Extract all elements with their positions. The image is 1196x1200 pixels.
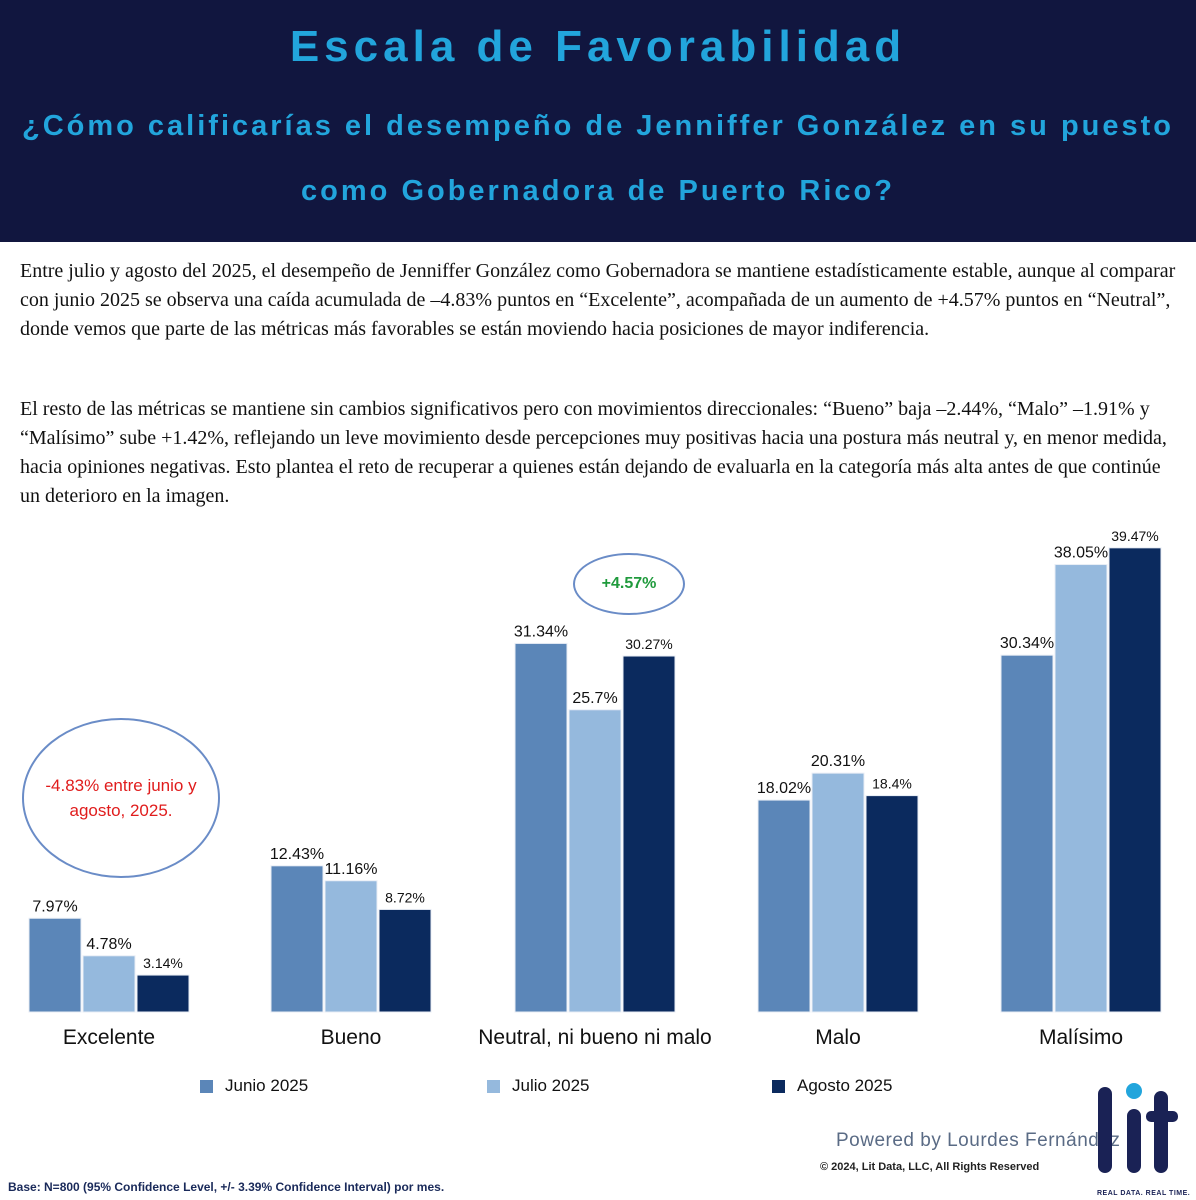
legend-swatch-julio [487,1079,500,1093]
data-label-4-1: 38.05% [1054,545,1108,562]
question-line-2: como Gobernadora de Puerto Rico? [301,175,895,207]
data-label-1-1: 11.16% [324,861,377,878]
data-label-1-0: 12.43% [270,846,324,863]
category-label-0: Excelente [63,1026,155,1049]
category-label-1: Bueno [321,1026,382,1049]
summary-paragraph-1: Entre julio y agosto del 2025, el desemp… [20,260,1176,340]
bar-0-0 [28,917,82,1013]
excelente-change-annotation: -4.83% entre junio y agosto, 2025. [22,718,220,878]
powered-by-text: Powered by Lourdes Fernández [836,1130,1121,1151]
data-label-0-2: 3.14% [143,955,183,971]
data-label-4-0: 30.34% [1000,635,1054,652]
legend-item-junio: Junio 2025 [200,1076,308,1096]
neutral-change-annotation: +4.57% [573,553,685,615]
data-label-2-1: 25.7% [572,690,617,707]
bar-1-1 [324,880,378,1013]
data-label-2-2: 30.27% [625,636,672,652]
base-note: Base: N=800 (95% Confidence Level, +/- 3… [8,1180,445,1194]
bar-1-0 [270,865,324,1013]
data-label-2-0: 31.34% [514,623,568,640]
data-label-3-0: 18.02% [757,780,811,797]
bar-0-1 [82,955,136,1013]
bar-4-1 [1054,564,1108,1013]
legend-swatch-agosto [772,1079,785,1093]
data-label-3-2: 18.4% [872,776,912,792]
bar-1-2 [378,908,432,1013]
data-label-1-2: 8.72% [385,889,425,905]
data-label-3-1: 20.31% [811,753,865,770]
bar-4-2 [1108,547,1162,1013]
data-label-0-1: 4.78% [86,936,131,953]
bar-3-0 [757,799,811,1013]
bar-3-2 [865,795,919,1013]
category-label-2: Neutral, ni bueno ni malo [478,1026,711,1049]
bar-2-1 [568,709,622,1013]
data-label-4-2: 39.47% [1111,528,1158,544]
legend-label-junio: Junio 2025 [225,1076,309,1095]
legend-item-julio: Julio 2025 [487,1076,590,1096]
category-label-4: Malísimo [1039,1026,1123,1049]
bar-4-0 [1000,654,1054,1013]
category-label-3: Malo [815,1026,861,1049]
header-banner: Escala de Favorabilidad ¿Cómo calificarí… [0,0,1196,242]
lit-logo [1098,1083,1178,1173]
data-label-0-0: 7.97% [32,898,77,915]
legend-label-julio: Julio 2025 [512,1076,590,1095]
legend-item-agosto: Agosto 2025 [772,1076,892,1096]
legend-swatch-junio [200,1079,213,1093]
logo-tagline: REAL DATA. REAL TIME. [1097,1190,1191,1197]
summary-paragraph-2: El resto de las métricas se mantiene sin… [20,398,1167,507]
bar-2-2 [622,655,676,1013]
legend-label-agosto: Agosto 2025 [797,1076,893,1095]
favorability-bar-chart: 7.97% 4.78% 3.14% Excelente 12.43%11.16% 8.72… [28,528,1162,1049]
bar-2-0 [514,642,568,1013]
bar-0-2 [136,974,190,1013]
bar-3-1 [811,772,865,1013]
copyright-text: © 2024, Lit Data, LLC, All Rights Reserv… [820,1161,1040,1173]
page-title: Escala de Favorabilidad [289,22,907,71]
question-line-1: ¿Cómo calificarías el desempeño de Jenni… [21,110,1175,142]
